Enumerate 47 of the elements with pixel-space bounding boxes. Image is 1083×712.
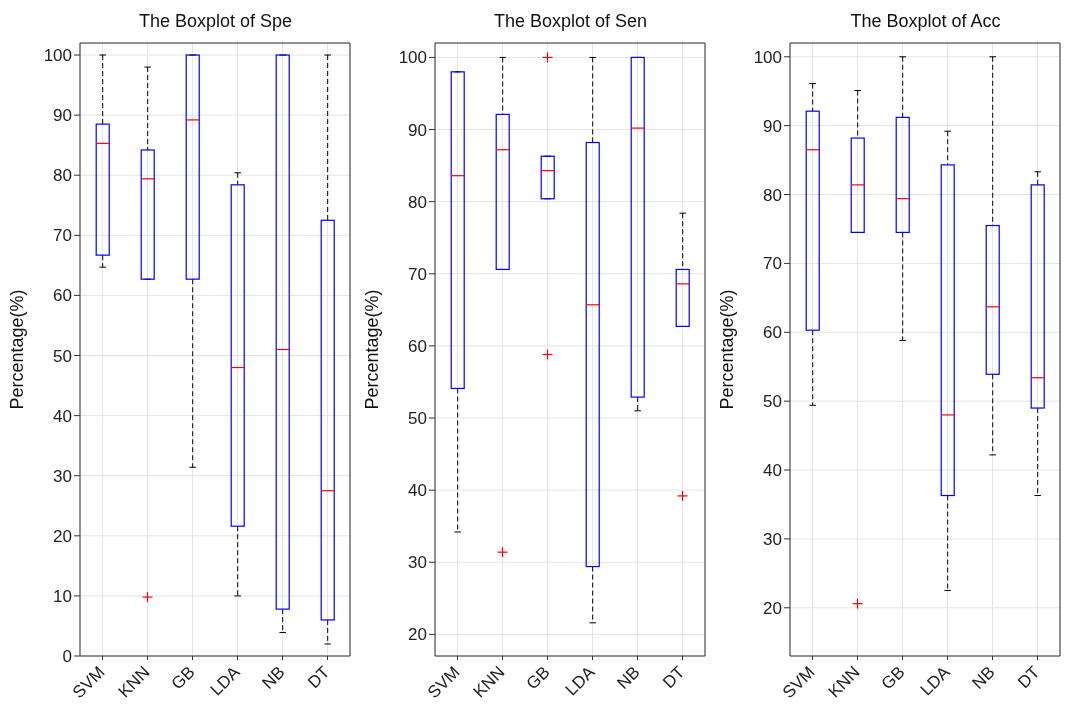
y-tick-label: 60 xyxy=(408,336,427,356)
y-tick-label: 70 xyxy=(408,264,427,284)
chart-title: The Boxplot of Acc xyxy=(849,10,1002,33)
y-tick-label: 90 xyxy=(408,120,427,140)
x-tick-label: LDA xyxy=(206,662,244,700)
y-tick-label: 100 xyxy=(753,47,782,67)
y-tick-label: 40 xyxy=(408,481,427,501)
y-axis-title: Percentage(%) xyxy=(7,289,28,410)
y-tick-label: 40 xyxy=(763,461,782,481)
x-tick-label: DT xyxy=(659,662,689,693)
y-tick-label: 50 xyxy=(763,392,782,412)
y-tick-label: 90 xyxy=(763,116,782,136)
y-tick-label: 30 xyxy=(408,553,427,573)
x-tick-label: NB xyxy=(613,662,644,693)
y-tick-label: 80 xyxy=(408,192,427,212)
y-tick-label: 40 xyxy=(53,406,72,426)
x-tick-label: NB xyxy=(968,662,999,693)
y-tick-label: 50 xyxy=(53,346,72,366)
x-tick-label: GB xyxy=(522,662,554,694)
y-tick-label: 50 xyxy=(408,409,427,429)
y-tick-label: 30 xyxy=(763,529,782,549)
chart-title: The Boxplot of Sen xyxy=(492,10,649,33)
x-tick-label: LDA xyxy=(561,662,599,700)
x-tick-label: GB xyxy=(167,662,199,694)
y-tick-label: 80 xyxy=(53,166,72,186)
y-tick-label: 80 xyxy=(763,185,782,205)
y-tick-label: 100 xyxy=(398,48,427,68)
x-tick-label: NB xyxy=(258,662,289,693)
x-tick-label: DT xyxy=(1014,662,1044,693)
y-tick-label: 20 xyxy=(763,598,782,618)
y-tick-label: 30 xyxy=(53,466,72,486)
y-tick-label: 100 xyxy=(43,46,72,66)
y-tick-label: 20 xyxy=(408,625,427,645)
y-tick-label: 90 xyxy=(53,106,72,126)
x-tick-label: DT xyxy=(304,662,334,693)
y-tick-label: 20 xyxy=(53,526,72,546)
y-tick-label: 0 xyxy=(62,647,72,667)
y-axis-title: Percentage(%) xyxy=(717,289,738,410)
y-tick-label: 60 xyxy=(53,286,72,306)
y-axis-title: Percentage(%) xyxy=(362,289,383,410)
chart-title: The Boxplot of Spe xyxy=(137,10,294,33)
x-tick-label: GB xyxy=(877,662,909,694)
y-tick-label: 10 xyxy=(53,586,72,606)
y-tick-label: 60 xyxy=(763,323,782,343)
y-tick-label: 70 xyxy=(763,254,782,274)
x-tick-label: LDA xyxy=(916,662,954,700)
y-tick-label: 70 xyxy=(53,226,72,246)
